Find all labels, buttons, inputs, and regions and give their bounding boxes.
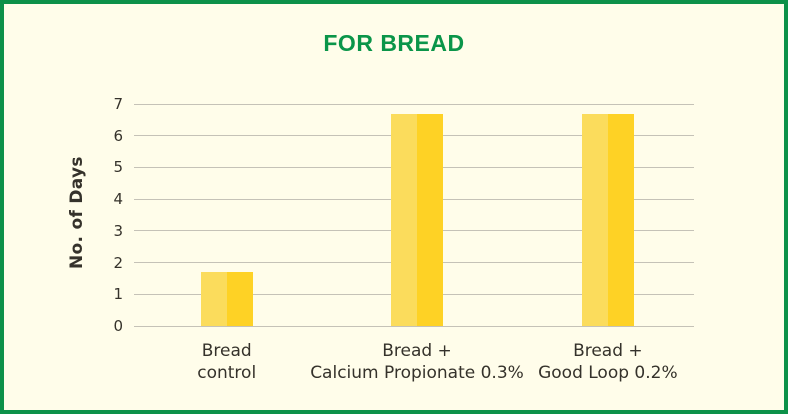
y-tick-label: 5 <box>113 158 123 177</box>
x-category-label-line: Good Loop 0.2% <box>538 363 678 383</box>
bar <box>391 113 443 326</box>
x-category-label-line: Bread <box>201 341 252 361</box>
y-tick-label: 0 <box>113 317 123 335</box>
chart-title: FOR BREAD <box>323 30 465 56</box>
gridline <box>134 103 694 105</box>
x-category-label-line: Bread + <box>573 341 643 361</box>
y-tick-label: 2 <box>113 253 123 272</box>
y-tick-label: 4 <box>113 190 123 209</box>
bar <box>581 113 634 326</box>
bar <box>200 272 253 326</box>
x-category-label-line: Calcium Propionate 0.3% <box>310 363 524 383</box>
x-category-label-line: Bread + <box>382 341 452 361</box>
gridline <box>134 325 694 327</box>
x-category-label: Bread + Good Loop 0.2% <box>478 340 738 384</box>
x-category-label: Bread control <box>97 340 357 384</box>
y-tick-label: 1 <box>113 285 123 304</box>
x-category-label-line: control <box>197 363 257 383</box>
plot-area: 0 1 2 3 4 5 6 7 Bread control Bread + Calcium Propi… <box>113 95 694 383</box>
x-category-label: Bread + Calcium Propionate 0.3% <box>287 340 547 384</box>
y-tick-label: 3 <box>113 221 123 240</box>
y-axis-title: No. of Days <box>67 156 87 270</box>
y-tick-label: 7 <box>113 95 123 113</box>
y-tick-label: 6 <box>113 126 123 145</box>
